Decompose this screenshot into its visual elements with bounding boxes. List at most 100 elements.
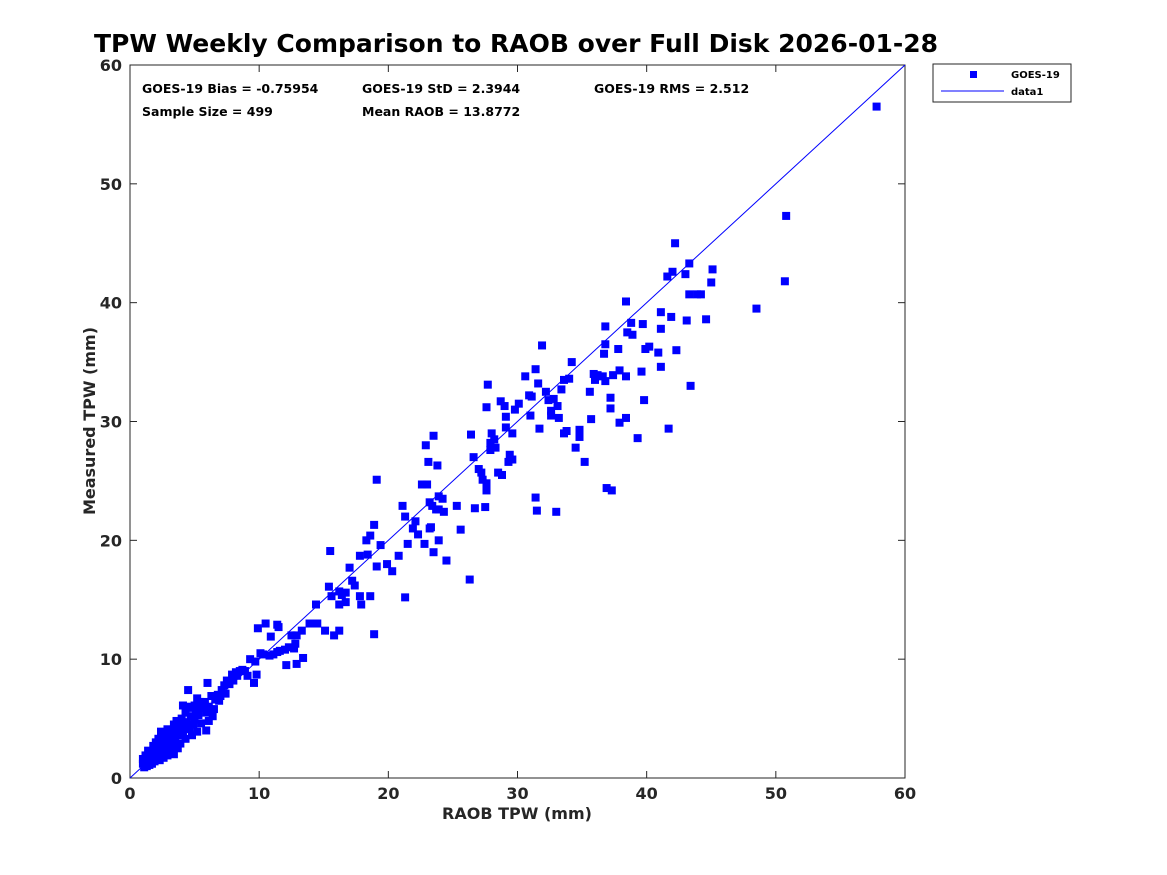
data-point <box>408 524 417 533</box>
data-point <box>531 493 540 502</box>
data-point <box>355 551 364 560</box>
data-point <box>425 498 434 507</box>
data-point <box>483 380 492 389</box>
data-point <box>633 434 642 443</box>
data-point <box>217 686 226 695</box>
data-point <box>290 644 299 653</box>
data-point <box>292 631 301 640</box>
data-point <box>429 431 438 440</box>
data-point <box>394 551 403 560</box>
data-point <box>681 270 690 279</box>
data-point <box>525 391 534 400</box>
stat-bias: GOES-19 Bias = -0.75954 <box>142 81 319 96</box>
data-point <box>575 432 584 441</box>
data-point <box>188 731 196 740</box>
data-point <box>607 486 616 495</box>
data-point <box>640 396 649 405</box>
data-point <box>606 404 615 413</box>
data-point <box>656 324 665 333</box>
data-point <box>622 372 630 381</box>
data-point <box>251 657 260 666</box>
data-point <box>591 375 599 384</box>
data-point <box>181 734 190 743</box>
data-point <box>207 692 216 701</box>
data-point <box>627 318 636 327</box>
data-point <box>452 501 461 510</box>
data-point <box>641 345 650 354</box>
data-point <box>696 290 705 299</box>
data-point <box>265 651 274 660</box>
data-point <box>252 670 261 679</box>
data-point <box>348 576 357 585</box>
x-tick-label: 60 <box>894 784 916 803</box>
x-axis-label: RAOB TPW (mm) <box>442 804 592 823</box>
data-point <box>585 387 594 396</box>
data-point <box>321 626 330 635</box>
data-point <box>363 550 372 559</box>
data-point <box>470 504 479 513</box>
data-point <box>505 450 514 459</box>
data-point <box>598 372 607 381</box>
data-point <box>780 277 789 286</box>
data-point <box>388 567 397 576</box>
data-point <box>173 744 182 753</box>
data-point <box>708 265 717 274</box>
x-tick-label: 50 <box>765 784 787 803</box>
data-point <box>297 626 306 635</box>
scatter-points <box>138 102 881 772</box>
data-point <box>213 690 222 699</box>
data-point <box>208 712 217 721</box>
data-point <box>601 340 610 349</box>
data-point <box>514 399 523 408</box>
data-point <box>189 720 198 729</box>
y-axis-label: Measured TPW (mm) <box>80 327 99 515</box>
data-point <box>491 443 500 452</box>
data-point <box>474 465 483 474</box>
data-point <box>656 308 665 317</box>
data-point <box>287 631 296 640</box>
data-point <box>414 530 423 539</box>
stat-rms: GOES-19 RMS = 2.512 <box>594 81 749 96</box>
data-point <box>177 714 186 723</box>
stat-sample-size: Sample Size = 499 <box>142 104 273 119</box>
data-point <box>335 587 344 596</box>
data-point <box>184 686 193 695</box>
y-tick-label: 30 <box>100 413 122 432</box>
data-point <box>541 387 550 396</box>
data-point <box>312 600 320 609</box>
data-point <box>370 630 379 639</box>
data-point <box>486 438 495 447</box>
data-point <box>246 655 255 664</box>
data-point <box>623 328 632 337</box>
data-point <box>372 475 381 484</box>
data-point <box>501 412 510 421</box>
data-point <box>281 645 289 654</box>
data-point <box>469 453 478 462</box>
chart-title: TPW Weekly Comparison to RAOB over Full … <box>94 29 938 58</box>
data-point <box>357 600 366 609</box>
data-point <box>149 741 158 750</box>
data-point <box>176 739 185 748</box>
data-point <box>501 423 510 432</box>
data-point <box>500 402 509 411</box>
data-point <box>243 671 252 680</box>
data-point <box>601 377 610 386</box>
legend-label-goes19: GOES-19 <box>1011 70 1060 81</box>
data-point <box>261 619 270 628</box>
y-tick-label: 50 <box>100 175 122 194</box>
data-point <box>752 304 761 313</box>
y-tick-label: 60 <box>100 56 122 75</box>
data-point <box>544 396 553 405</box>
data-point <box>668 267 677 276</box>
data-point <box>420 539 429 548</box>
data-point <box>682 316 691 325</box>
data-point <box>600 349 609 358</box>
data-point <box>138 759 147 768</box>
data-point <box>193 694 202 703</box>
data-point <box>557 385 566 394</box>
data-point <box>672 346 681 355</box>
data-point <box>538 341 547 350</box>
data-point <box>486 446 495 455</box>
data-point <box>685 259 694 268</box>
